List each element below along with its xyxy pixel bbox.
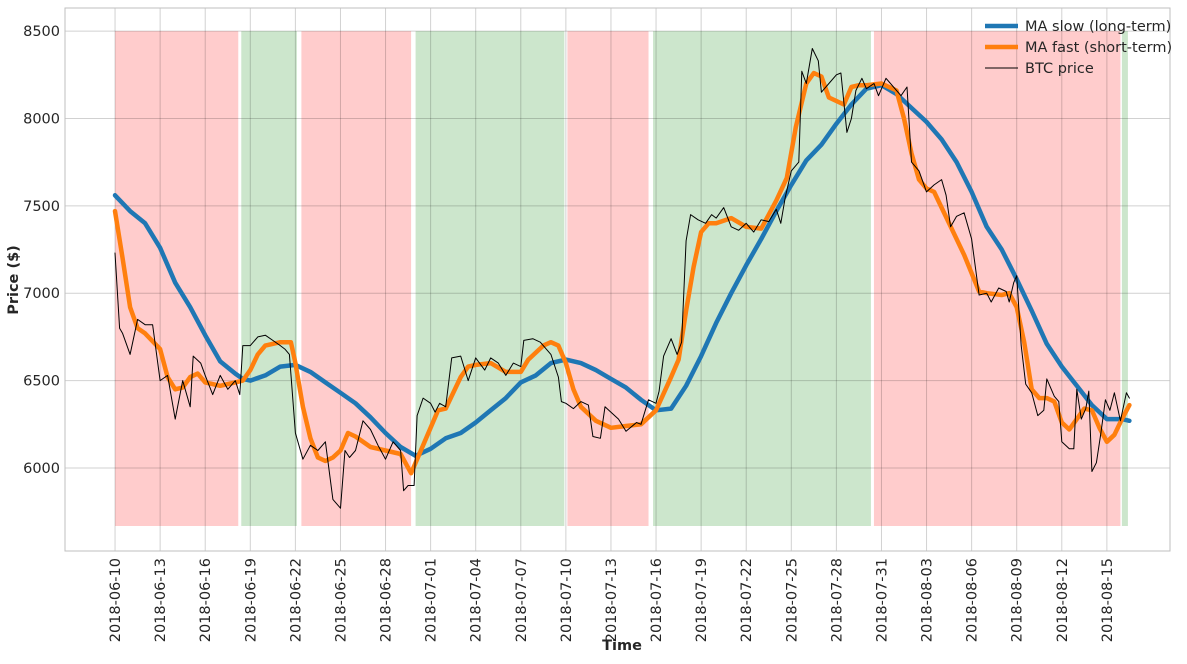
y-tick-label: 8500 xyxy=(23,24,60,40)
x-tick-label: 2018-06-16 xyxy=(198,558,214,642)
y-tick-label: 7000 xyxy=(23,286,60,302)
legend-label-ma-slow: MA slow (long-term) xyxy=(1025,19,1171,35)
x-tick-label: 2018-06-22 xyxy=(288,558,304,642)
x-tick-label: 2018-07-10 xyxy=(559,558,575,642)
ma-fast-short-term-line xyxy=(112,70,1132,476)
legend-label-ma-fast: MA fast (short-term) xyxy=(1025,40,1172,56)
x-tick-label: 2018-08-09 xyxy=(1010,558,1026,642)
y-tick-label: 8000 xyxy=(23,111,60,127)
sell-region xyxy=(115,31,239,527)
x-tick-label: 2018-07-16 xyxy=(649,558,665,642)
y-tick-label: 6000 xyxy=(23,461,60,477)
x-tick-label: 2018-07-22 xyxy=(739,558,755,642)
series-lines xyxy=(112,48,1132,509)
legend: MA slow (long-term) MA fast (short-term)… xyxy=(985,19,1172,77)
x-tick-label: 2018-07-07 xyxy=(514,558,530,642)
x-tick-label: 2018-06-10 xyxy=(108,558,124,642)
x-tick-label: 2018-08-06 xyxy=(965,558,981,642)
y-axis-label: Price ($) xyxy=(6,245,22,315)
x-tick-label: 2018-07-19 xyxy=(694,558,710,642)
y-tick-label: 6500 xyxy=(23,374,60,390)
axes-frame xyxy=(64,7,1171,552)
buy-region xyxy=(415,31,565,527)
legend-label-btc-price: BTC price xyxy=(1025,61,1094,77)
x-tick-label: 2018-07-01 xyxy=(424,558,440,642)
x-tick-label: 2018-06-25 xyxy=(333,558,349,642)
y-tick-labels: 6000 6500 7000 7500 8000 8500 xyxy=(23,24,60,477)
x-axis-label: Time xyxy=(602,638,642,654)
ma-slow-long-term-line xyxy=(112,82,1132,459)
buy-region xyxy=(1121,31,1128,527)
x-tick-label: 2018-06-28 xyxy=(379,558,395,642)
sell-region xyxy=(567,31,649,527)
x-tick-label: 2018-08-12 xyxy=(1055,558,1071,642)
x-tick-label: 2018-07-28 xyxy=(829,558,845,642)
btc-price-line xyxy=(114,48,1130,509)
x-tick-labels: 2018-06-10 2018-06-13 2018-06-16 2018-06-19… xyxy=(108,558,1116,642)
buy-region xyxy=(653,31,871,527)
x-tick-label: 2018-07-04 xyxy=(469,558,485,642)
x-tick-label: 2018-08-15 xyxy=(1100,558,1116,642)
x-tick-label: 2018-07-31 xyxy=(874,558,890,642)
buy-region xyxy=(241,31,297,527)
x-tick-label: 2018-08-03 xyxy=(920,558,936,642)
y-tick-label: 7500 xyxy=(23,199,60,215)
grid-lines xyxy=(65,8,1170,551)
x-tick-label: 2018-07-25 xyxy=(784,558,800,642)
x-tick-label: 2018-06-19 xyxy=(243,558,259,642)
x-tick-label: 2018-07-13 xyxy=(604,558,620,642)
x-tick-label: 2018-06-13 xyxy=(153,558,169,642)
